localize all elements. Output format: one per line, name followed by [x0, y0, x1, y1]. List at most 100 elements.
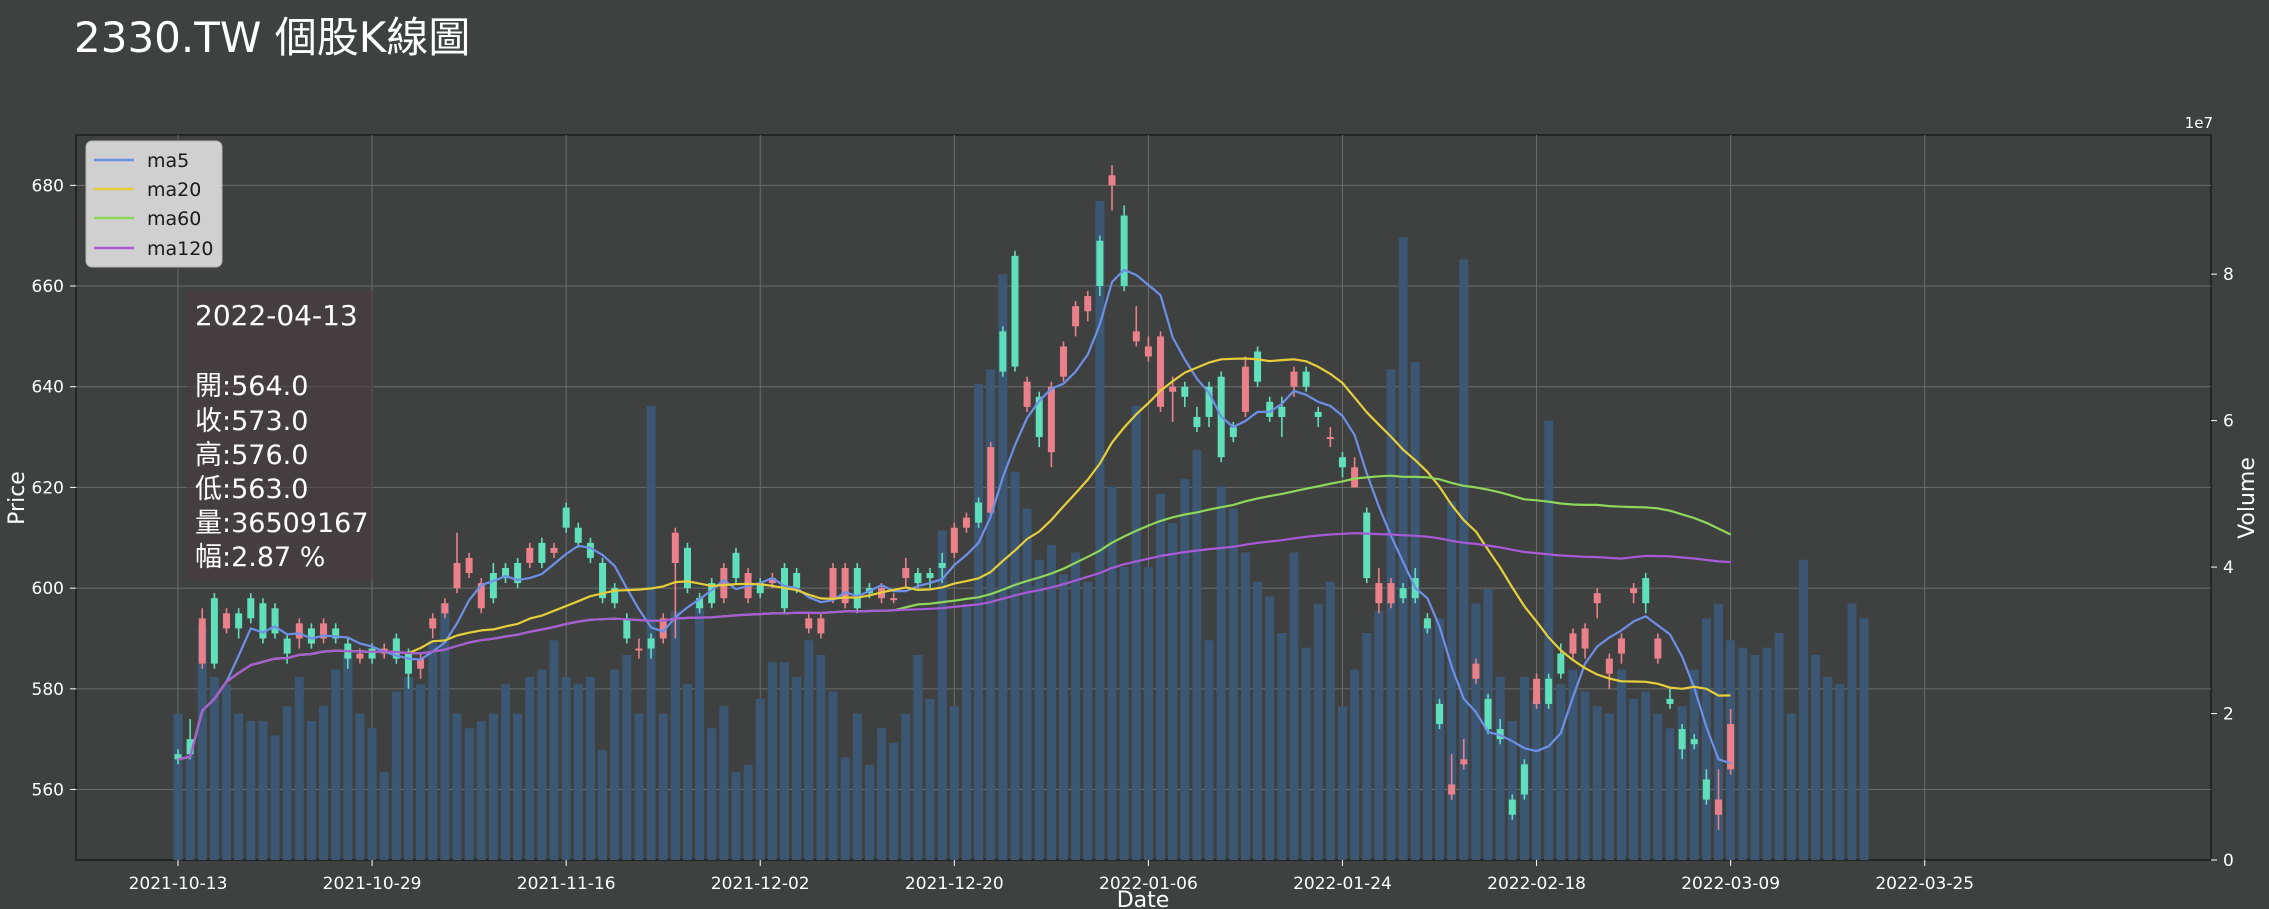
volume-bar: [610, 669, 620, 860]
candle-body: [1605, 658, 1613, 674]
candle-body: [1314, 411, 1322, 417]
volume-bar: [185, 742, 195, 860]
candle-body: [538, 542, 546, 563]
volume-bar: [1083, 581, 1093, 860]
candle-body: [283, 638, 291, 654]
volume-bar: [416, 684, 426, 860]
candle-body: [708, 583, 716, 604]
candle-body: [526, 547, 534, 563]
volume-bar: [913, 654, 923, 860]
volume-bar: [877, 728, 887, 860]
candle-body: [647, 638, 655, 649]
volume-bar: [319, 706, 329, 860]
volume-bar: [452, 713, 462, 860]
candle-body: [926, 573, 934, 579]
candles: [174, 165, 1735, 830]
volume-bar: [173, 713, 183, 860]
volume-bar: [573, 684, 583, 860]
candle-body: [1654, 638, 1662, 659]
candle-body: [1120, 215, 1128, 287]
candle-body: [1617, 638, 1625, 654]
volume-bar: [889, 742, 899, 860]
x-tick-label: 2021-11-16: [517, 874, 616, 894]
candle-body: [441, 603, 449, 614]
candle-body: [1581, 628, 1589, 649]
candle-body: [1690, 739, 1698, 745]
ma120-line: [177, 531, 1731, 761]
candle-body: [1351, 467, 1359, 488]
volume-bar: [1350, 669, 1360, 860]
volume-bar: [840, 757, 850, 860]
volume-bar: [1544, 420, 1554, 860]
candle-body: [514, 562, 522, 584]
x-tick-label: 2022-03-09: [1681, 874, 1780, 894]
volume-bar: [355, 713, 365, 860]
candle-body: [987, 447, 995, 513]
grid: [76, 135, 2211, 860]
volume-bar: [1580, 691, 1590, 860]
volume-bar: [1216, 486, 1226, 860]
y2-tick-label: 0: [2223, 851, 2234, 871]
legend-box: [85, 140, 223, 268]
candle-body: [502, 567, 510, 579]
volume-bar: [1301, 647, 1311, 860]
candle-body: [756, 583, 764, 594]
volume-bar: [658, 713, 668, 860]
candle-body: [683, 547, 691, 589]
volume-bars: [173, 200, 1869, 861]
volume-bar: [707, 728, 717, 860]
candle-body: [417, 658, 425, 669]
candle-body: [1375, 583, 1383, 604]
volume-bar: [1337, 706, 1347, 860]
volume-bar: [391, 691, 401, 860]
candle-body: [1545, 678, 1553, 704]
candle-body: [368, 648, 376, 659]
x-tick-label: 2022-01-06: [1099, 874, 1198, 894]
candle-body: [1702, 779, 1710, 800]
candle-body: [1254, 351, 1262, 382]
volume-bar: [804, 640, 814, 860]
volume-bar: [1629, 698, 1639, 860]
y-tick-label: 680: [32, 176, 64, 196]
candle-body: [853, 567, 861, 609]
y2-axis-label: Volume: [2235, 457, 2260, 539]
volume-bar: [513, 713, 523, 860]
volume-bar: [1701, 618, 1711, 860]
volume-bar: [1240, 552, 1250, 860]
info-close: 收:573.0: [195, 406, 308, 437]
volume-bar: [1835, 684, 1845, 860]
moving-average-lines: [177, 268, 1732, 765]
y-tick-label: 560: [32, 781, 64, 801]
candle-body: [1533, 678, 1541, 704]
volume-bar: [561, 676, 571, 860]
candle-body: [1387, 583, 1395, 604]
page-title: 2330.TW 個股K線圖: [74, 13, 471, 62]
candle-body: [1108, 175, 1116, 186]
candle-body: [1132, 331, 1140, 342]
volume-bar: [234, 713, 244, 860]
info-date: 2022-04-13: [195, 299, 358, 332]
y2-tick-label: 4: [2223, 558, 2234, 578]
x-tick-label: 2021-10-13: [129, 874, 228, 894]
volume-bar: [852, 713, 862, 860]
volume-bar: [1604, 713, 1614, 860]
volume-bar: [816, 654, 826, 860]
volume-bar: [1325, 581, 1335, 860]
candle-body: [1678, 729, 1686, 750]
volume-bar: [719, 706, 729, 860]
volume-bar: [258, 720, 268, 860]
volume-bar: [1641, 691, 1651, 860]
volume-bar: [1665, 728, 1675, 860]
candle-body: [247, 598, 255, 619]
volume-bar: [1253, 581, 1263, 860]
candle-body: [1011, 255, 1019, 367]
y2-tick-label: 2: [2223, 705, 2234, 725]
volume-bar: [1410, 362, 1420, 860]
candle-body: [392, 638, 400, 659]
legend-label-ma120: ma120: [147, 238, 213, 260]
candle-body: [962, 517, 970, 528]
volume-bar: [1762, 647, 1772, 860]
candle-body: [574, 527, 582, 543]
candle-body: [1059, 346, 1067, 377]
